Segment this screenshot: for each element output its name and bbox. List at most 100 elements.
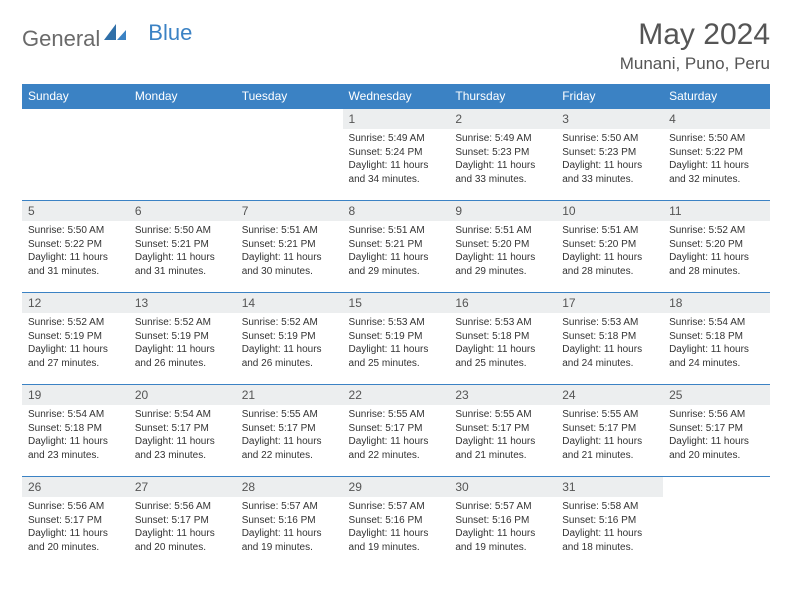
calendar-cell: 31Sunrise: 5:58 AMSunset: 5:16 PMDayligh… [556, 477, 663, 569]
calendar-cell: 21Sunrise: 5:55 AMSunset: 5:17 PMDayligh… [236, 385, 343, 477]
day-number: 21 [236, 385, 343, 405]
calendar-cell: 14Sunrise: 5:52 AMSunset: 5:19 PMDayligh… [236, 293, 343, 385]
day-number: 29 [343, 477, 450, 497]
calendar-cell: 22Sunrise: 5:55 AMSunset: 5:17 PMDayligh… [343, 385, 450, 477]
calendar-cell: 2Sunrise: 5:49 AMSunset: 5:23 PMDaylight… [449, 109, 556, 201]
calendar-cell: 16Sunrise: 5:53 AMSunset: 5:18 PMDayligh… [449, 293, 556, 385]
day-details: Sunrise: 5:52 AMSunset: 5:19 PMDaylight:… [129, 313, 236, 374]
brand-logo: General Blue [22, 18, 192, 53]
header: General Blue May 2024 Munani, Puno, Peru [22, 18, 770, 74]
day-number: 31 [556, 477, 663, 497]
day-details: Sunrise: 5:54 AMSunset: 5:18 PMDaylight:… [22, 405, 129, 466]
day-number: 15 [343, 293, 450, 313]
calendar-cell [22, 109, 129, 201]
sail-icon [104, 24, 126, 45]
weekday-header: Wednesday [343, 84, 450, 109]
calendar-cell: 19Sunrise: 5:54 AMSunset: 5:18 PMDayligh… [22, 385, 129, 477]
day-number: 22 [343, 385, 450, 405]
weekday-header: Thursday [449, 84, 556, 109]
calendar-cell [129, 109, 236, 201]
day-details: Sunrise: 5:53 AMSunset: 5:19 PMDaylight:… [343, 313, 450, 374]
day-details: Sunrise: 5:57 AMSunset: 5:16 PMDaylight:… [236, 497, 343, 558]
day-details: Sunrise: 5:54 AMSunset: 5:18 PMDaylight:… [663, 313, 770, 374]
day-number: 12 [22, 293, 129, 313]
calendar-cell: 11Sunrise: 5:52 AMSunset: 5:20 PMDayligh… [663, 201, 770, 293]
calendar-cell: 23Sunrise: 5:55 AMSunset: 5:17 PMDayligh… [449, 385, 556, 477]
day-number: 3 [556, 109, 663, 129]
calendar-head: SundayMondayTuesdayWednesdayThursdayFrid… [22, 84, 770, 109]
day-details: Sunrise: 5:50 AMSunset: 5:23 PMDaylight:… [556, 129, 663, 190]
day-number: 19 [22, 385, 129, 405]
location: Munani, Puno, Peru [620, 54, 770, 74]
calendar-cell: 9Sunrise: 5:51 AMSunset: 5:20 PMDaylight… [449, 201, 556, 293]
day-details: Sunrise: 5:55 AMSunset: 5:17 PMDaylight:… [343, 405, 450, 466]
day-details: Sunrise: 5:51 AMSunset: 5:21 PMDaylight:… [343, 221, 450, 282]
weekday-header: Sunday [22, 84, 129, 109]
calendar-cell [663, 477, 770, 569]
day-number: 7 [236, 201, 343, 221]
day-details: Sunrise: 5:55 AMSunset: 5:17 PMDaylight:… [449, 405, 556, 466]
brand-part2: Blue [148, 20, 192, 46]
day-number: 14 [236, 293, 343, 313]
calendar-cell: 26Sunrise: 5:56 AMSunset: 5:17 PMDayligh… [22, 477, 129, 569]
calendar-cell: 20Sunrise: 5:54 AMSunset: 5:17 PMDayligh… [129, 385, 236, 477]
day-number: 26 [22, 477, 129, 497]
day-number: 23 [449, 385, 556, 405]
day-number: 10 [556, 201, 663, 221]
weekday-header: Monday [129, 84, 236, 109]
calendar-cell: 28Sunrise: 5:57 AMSunset: 5:16 PMDayligh… [236, 477, 343, 569]
day-number: 9 [449, 201, 556, 221]
day-details: Sunrise: 5:49 AMSunset: 5:23 PMDaylight:… [449, 129, 556, 190]
day-details: Sunrise: 5:55 AMSunset: 5:17 PMDaylight:… [556, 405, 663, 466]
day-details: Sunrise: 5:55 AMSunset: 5:17 PMDaylight:… [236, 405, 343, 466]
day-details: Sunrise: 5:52 AMSunset: 5:19 PMDaylight:… [22, 313, 129, 374]
day-details: Sunrise: 5:53 AMSunset: 5:18 PMDaylight:… [449, 313, 556, 374]
calendar-cell: 15Sunrise: 5:53 AMSunset: 5:19 PMDayligh… [343, 293, 450, 385]
day-details: Sunrise: 5:52 AMSunset: 5:20 PMDaylight:… [663, 221, 770, 282]
day-details: Sunrise: 5:58 AMSunset: 5:16 PMDaylight:… [556, 497, 663, 558]
day-number: 17 [556, 293, 663, 313]
day-number: 28 [236, 477, 343, 497]
day-details: Sunrise: 5:51 AMSunset: 5:20 PMDaylight:… [556, 221, 663, 282]
calendar-cell: 3Sunrise: 5:50 AMSunset: 5:23 PMDaylight… [556, 109, 663, 201]
calendar-cell: 12Sunrise: 5:52 AMSunset: 5:19 PMDayligh… [22, 293, 129, 385]
day-details: Sunrise: 5:53 AMSunset: 5:18 PMDaylight:… [556, 313, 663, 374]
calendar-cell: 25Sunrise: 5:56 AMSunset: 5:17 PMDayligh… [663, 385, 770, 477]
day-details: Sunrise: 5:56 AMSunset: 5:17 PMDaylight:… [663, 405, 770, 466]
day-details: Sunrise: 5:51 AMSunset: 5:21 PMDaylight:… [236, 221, 343, 282]
day-number: 4 [663, 109, 770, 129]
calendar-cell: 7Sunrise: 5:51 AMSunset: 5:21 PMDaylight… [236, 201, 343, 293]
day-number: 18 [663, 293, 770, 313]
calendar-cell: 5Sunrise: 5:50 AMSunset: 5:22 PMDaylight… [22, 201, 129, 293]
day-details: Sunrise: 5:56 AMSunset: 5:17 PMDaylight:… [129, 497, 236, 558]
day-details: Sunrise: 5:56 AMSunset: 5:17 PMDaylight:… [22, 497, 129, 558]
calendar-cell: 6Sunrise: 5:50 AMSunset: 5:21 PMDaylight… [129, 201, 236, 293]
calendar-body: 1Sunrise: 5:49 AMSunset: 5:24 PMDaylight… [22, 109, 770, 569]
calendar-cell: 24Sunrise: 5:55 AMSunset: 5:17 PMDayligh… [556, 385, 663, 477]
calendar-cell: 10Sunrise: 5:51 AMSunset: 5:20 PMDayligh… [556, 201, 663, 293]
brand-part1: General [22, 26, 100, 52]
calendar-cell: 17Sunrise: 5:53 AMSunset: 5:18 PMDayligh… [556, 293, 663, 385]
month-title: May 2024 [620, 18, 770, 52]
day-number: 8 [343, 201, 450, 221]
day-number: 24 [556, 385, 663, 405]
day-details: Sunrise: 5:50 AMSunset: 5:22 PMDaylight:… [22, 221, 129, 282]
day-number: 5 [22, 201, 129, 221]
day-number: 2 [449, 109, 556, 129]
day-details: Sunrise: 5:51 AMSunset: 5:20 PMDaylight:… [449, 221, 556, 282]
day-details: Sunrise: 5:50 AMSunset: 5:22 PMDaylight:… [663, 129, 770, 190]
weekday-header: Tuesday [236, 84, 343, 109]
day-number: 6 [129, 201, 236, 221]
day-number: 25 [663, 385, 770, 405]
day-details: Sunrise: 5:52 AMSunset: 5:19 PMDaylight:… [236, 313, 343, 374]
calendar-cell: 29Sunrise: 5:57 AMSunset: 5:16 PMDayligh… [343, 477, 450, 569]
day-details: Sunrise: 5:57 AMSunset: 5:16 PMDaylight:… [449, 497, 556, 558]
calendar-cell: 1Sunrise: 5:49 AMSunset: 5:24 PMDaylight… [343, 109, 450, 201]
title-block: May 2024 Munani, Puno, Peru [620, 18, 770, 74]
day-number: 1 [343, 109, 450, 129]
calendar-cell [236, 109, 343, 201]
weekday-header: Saturday [663, 84, 770, 109]
day-details: Sunrise: 5:57 AMSunset: 5:16 PMDaylight:… [343, 497, 450, 558]
day-number: 11 [663, 201, 770, 221]
calendar-cell: 4Sunrise: 5:50 AMSunset: 5:22 PMDaylight… [663, 109, 770, 201]
